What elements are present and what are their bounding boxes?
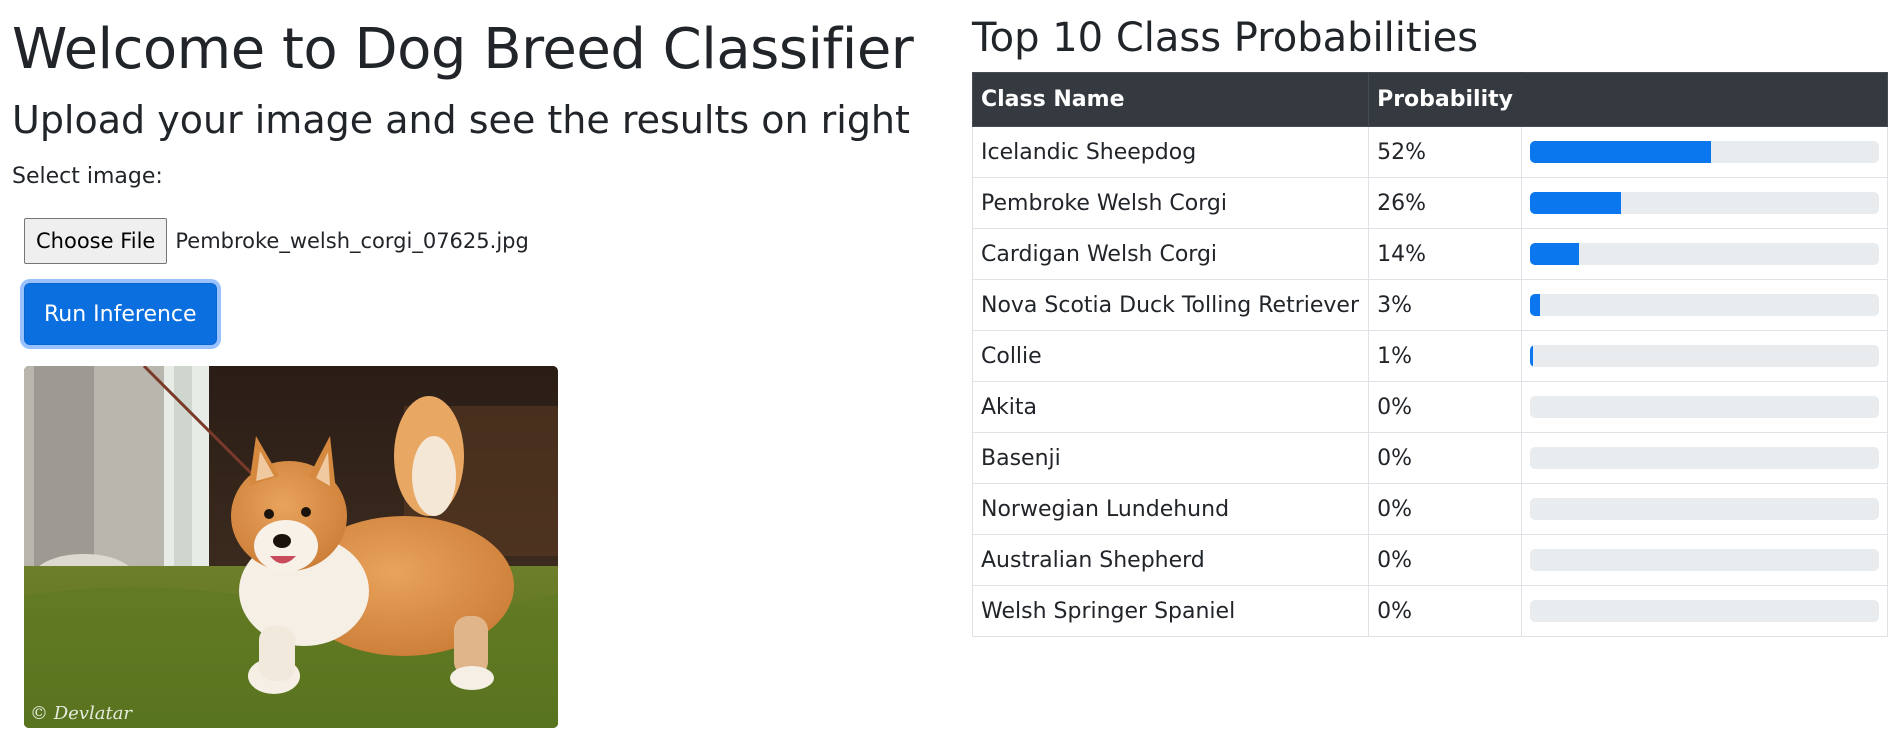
table-row: Australian Shepherd 0% xyxy=(971,534,1888,586)
probability-cell: 3% xyxy=(1368,279,1522,331)
table-row: Nova Scotia Duck Tolling Retriever 3% xyxy=(971,279,1888,331)
probability-bar-cell xyxy=(1521,177,1888,229)
class-name-cell: Nova Scotia Duck Tolling Retriever xyxy=(971,279,1370,331)
class-name-cell: Icelandic Sheepdog xyxy=(971,126,1370,178)
probability-bar xyxy=(1530,294,1879,316)
table-header-row: Class Name Probability xyxy=(971,72,1888,127)
probability-bar xyxy=(1530,549,1879,571)
table-row: Norwegian Lundehund 0% xyxy=(971,483,1888,535)
probability-bar-cell xyxy=(1521,126,1888,178)
class-name-cell: Basenji xyxy=(971,432,1370,484)
probability-bar-fill xyxy=(1530,192,1621,214)
file-input[interactable]: Choose File Pembroke_welsh_corgi_07625.j… xyxy=(24,218,529,264)
probability-bar-fill xyxy=(1530,345,1534,367)
table-row: Basenji 0% xyxy=(971,432,1888,484)
column-header-probability: Probability xyxy=(1368,72,1522,127)
probability-cell: 0% xyxy=(1368,534,1522,586)
probability-bar-cell xyxy=(1521,228,1888,280)
probability-bar-cell xyxy=(1521,432,1888,484)
probabilities-body: Icelandic Sheepdog 52% Pembroke Welsh Co… xyxy=(971,126,1888,637)
probability-cell: 0% xyxy=(1368,381,1522,433)
probability-bar-fill xyxy=(1530,294,1541,316)
table-row: Cardigan Welsh Corgi 14% xyxy=(971,228,1888,280)
choose-file-button[interactable]: Choose File xyxy=(24,218,168,264)
probability-bar xyxy=(1530,600,1879,622)
uploaded-image-preview: © Devlatar xyxy=(24,366,558,728)
table-row: Welsh Springer Spaniel 0% xyxy=(971,585,1888,637)
probability-bar-cell xyxy=(1521,534,1888,586)
table-row: Icelandic Sheepdog 52% xyxy=(971,126,1888,178)
probability-bar-cell xyxy=(1521,330,1888,382)
probability-cell: 14% xyxy=(1368,228,1522,280)
corgi-photo xyxy=(24,366,558,728)
class-name-cell: Cardigan Welsh Corgi xyxy=(971,228,1370,280)
select-image-label: Select image: xyxy=(12,164,163,189)
probability-cell: 0% xyxy=(1368,585,1522,637)
probability-cell: 0% xyxy=(1368,483,1522,535)
probability-bar xyxy=(1530,345,1879,367)
class-name-cell: Pembroke Welsh Corgi xyxy=(971,177,1370,229)
results-title: Top 10 Class Probabilities xyxy=(972,15,1479,61)
probability-cell: 1% xyxy=(1368,330,1522,382)
probability-bar xyxy=(1530,498,1879,520)
table-row: Akita 0% xyxy=(971,381,1888,433)
probability-bar-cell xyxy=(1521,279,1888,331)
probability-bar-fill xyxy=(1530,141,1712,163)
page-subtitle: Upload your image and see the results on… xyxy=(12,98,910,142)
run-inference-button[interactable]: Run Inference xyxy=(24,283,217,345)
class-name-cell: Norwegian Lundehund xyxy=(971,483,1370,535)
table-row: Collie 1% xyxy=(971,330,1888,382)
probability-bar xyxy=(1530,192,1879,214)
class-name-cell: Collie xyxy=(971,330,1370,382)
probability-cell: 26% xyxy=(1368,177,1522,229)
photo-watermark: © Devlatar xyxy=(30,703,133,724)
table-row: Pembroke Welsh Corgi 26% xyxy=(971,177,1888,229)
probability-bar-cell xyxy=(1521,483,1888,535)
probability-cell: 0% xyxy=(1368,432,1522,484)
class-name-cell: Australian Shepherd xyxy=(971,534,1370,586)
probability-bar-fill xyxy=(1530,243,1579,265)
probability-bar xyxy=(1530,141,1879,163)
class-name-cell: Welsh Springer Spaniel xyxy=(971,585,1370,637)
class-name-cell: Akita xyxy=(971,381,1370,433)
probability-cell: 52% xyxy=(1368,126,1522,178)
page-title: Welcome to Dog Breed Classifier xyxy=(12,17,914,82)
probability-bar xyxy=(1530,243,1879,265)
probability-bar xyxy=(1530,396,1879,418)
probabilities-table: Class Name Probability Icelandic Sheepdo… xyxy=(971,72,1888,637)
probability-bar-cell xyxy=(1521,585,1888,637)
probability-bar xyxy=(1530,447,1879,469)
column-header-class-name: Class Name xyxy=(971,72,1370,127)
column-header-bar xyxy=(1521,72,1888,127)
selected-file-name: Pembroke_welsh_corgi_07625.jpg xyxy=(175,229,529,253)
probability-bar-cell xyxy=(1521,381,1888,433)
